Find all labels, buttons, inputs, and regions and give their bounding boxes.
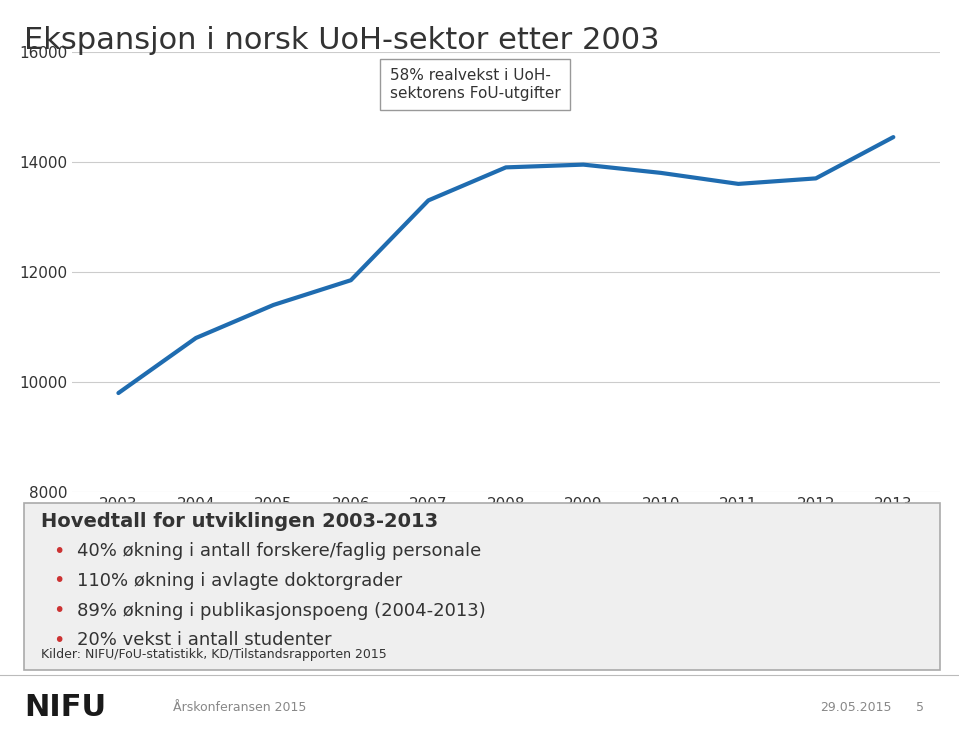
Text: •: • xyxy=(53,630,64,650)
Text: 5: 5 xyxy=(916,701,924,714)
Text: 89% økning i publikasjonspoeng (2004-2013): 89% økning i publikasjonspoeng (2004-201… xyxy=(77,602,485,619)
Text: NIFU: NIFU xyxy=(24,693,106,722)
Text: 29.05.2015: 29.05.2015 xyxy=(820,701,892,714)
Text: •: • xyxy=(53,601,64,620)
Text: 58% realvekst i UoH-
sektorens FoU-utgifter: 58% realvekst i UoH- sektorens FoU-utgif… xyxy=(389,68,560,101)
Text: •: • xyxy=(53,571,64,591)
Text: 20% vekst i antall studenter: 20% vekst i antall studenter xyxy=(77,631,332,649)
Text: Hovedtall for utviklingen 2003-2013: Hovedtall for utviklingen 2003-2013 xyxy=(41,512,438,531)
Text: •: • xyxy=(53,542,64,561)
Text: Kilder: NIFU/FoU-statistikk, KD/Tilstandsrapporten 2015: Kilder: NIFU/FoU-statistikk, KD/Tilstand… xyxy=(41,648,387,661)
Text: 40% økning i antall forskere/faglig personale: 40% økning i antall forskere/faglig pers… xyxy=(77,542,481,560)
Text: Årskonferansen 2015: Årskonferansen 2015 xyxy=(173,701,306,714)
Text: Ekspansjon i norsk UoH-sektor etter 2003: Ekspansjon i norsk UoH-sektor etter 2003 xyxy=(24,26,660,55)
Text: 110% økning i avlagte doktorgrader: 110% økning i avlagte doktorgrader xyxy=(77,572,402,590)
